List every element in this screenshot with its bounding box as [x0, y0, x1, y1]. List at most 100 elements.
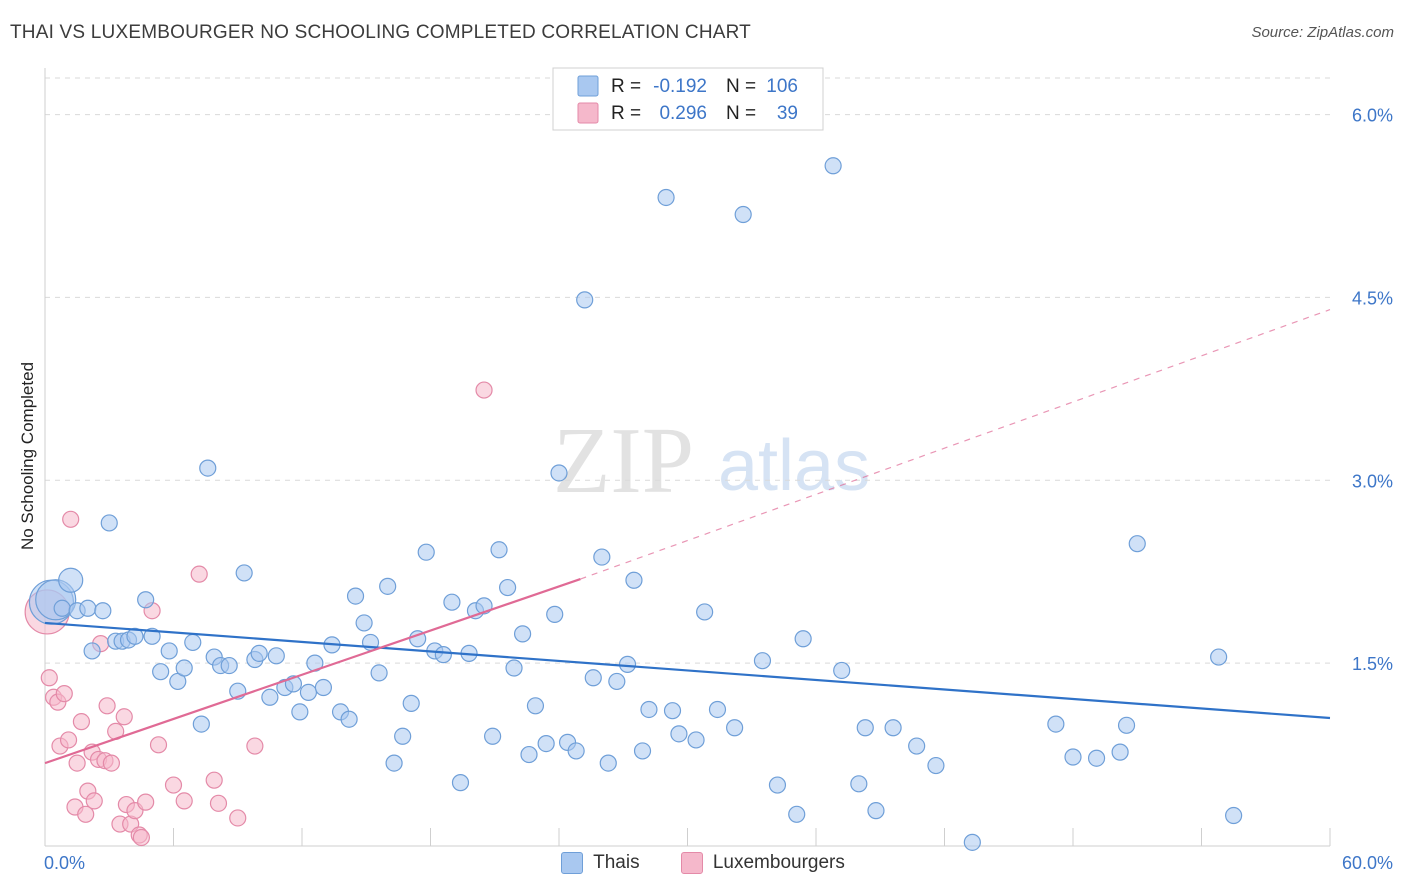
- thai-point-102: [1111, 743, 1129, 761]
- thai-point-41: [355, 614, 373, 632]
- thai-point-74: [618, 655, 637, 673]
- thai-point-24: [220, 656, 238, 675]
- thai-point-92: [850, 775, 868, 793]
- lux-point-7: [62, 510, 80, 528]
- thai-point-87: [768, 776, 787, 794]
- thai-point-79: [663, 702, 682, 720]
- thai-point-16: [160, 642, 178, 660]
- thai-point-99: [1047, 715, 1065, 733]
- legend-bottom: Thais Luxembourgers: [0, 852, 1406, 880]
- thai-point-28: [250, 644, 268, 662]
- thai-point-5: [79, 599, 97, 617]
- thai-point-34: [299, 683, 318, 702]
- thai-point-89: [794, 630, 812, 648]
- legend-thai-r-label: R =: [611, 76, 641, 97]
- x-tick-label-0: 0.0%: [44, 853, 85, 873]
- y-tick-label-2: 4.5%: [1352, 288, 1393, 308]
- thai-point-104: [1128, 535, 1146, 553]
- thai-point-103: [1117, 716, 1136, 734]
- thai-point-88: [788, 805, 806, 823]
- legend-lux-r-label: R =: [611, 103, 641, 124]
- thai-point-96: [908, 737, 926, 755]
- thai-point-68: [567, 742, 585, 760]
- thai-point-76: [633, 742, 652, 760]
- lux-point-14: [85, 792, 103, 810]
- lux-point-18: [98, 697, 116, 715]
- legend-lux-swatch: [577, 102, 599, 124]
- legend-label-luxembourgers: Luxembourgers: [712, 852, 845, 873]
- legend-label-thais: Thais: [593, 852, 640, 873]
- legend-swatch-thais: [561, 852, 584, 874]
- lux-trend-extension: [580, 309, 1331, 580]
- thai-trend-line: [44, 621, 1331, 720]
- thai-point-81: [687, 731, 705, 749]
- y-tick-label-3: 6.0%: [1352, 106, 1393, 126]
- lux-point-31: [164, 776, 183, 794]
- thai-point-98: [963, 833, 981, 851]
- watermark-zip: ZIP: [553, 409, 694, 513]
- thai-point-46: [394, 727, 412, 745]
- chart-title: THAI VS LUXEMBOURGER NO SCHOOLING COMPLE…: [10, 22, 751, 43]
- thai-point-43: [370, 664, 388, 682]
- thai-point-3: [58, 567, 84, 593]
- thai-point-57: [484, 727, 502, 745]
- legend-thai-swatch: [577, 75, 599, 97]
- thai-point-82: [696, 603, 714, 621]
- lux-point-5: [55, 685, 73, 703]
- lux-point-38: [475, 381, 493, 399]
- legend-thai-r-value: -0.192: [653, 76, 707, 97]
- thai-point-45: [385, 754, 403, 772]
- y-tick-label-0: 1.5%: [1352, 654, 1393, 674]
- thai-point-66: [550, 464, 568, 482]
- thai-point-73: [608, 672, 626, 691]
- legend-swatch-luxembourgers: [680, 852, 703, 874]
- thai-point-49: [417, 543, 435, 561]
- thai-point-100: [1064, 748, 1082, 766]
- legend-thai-n-value: 106: [766, 76, 798, 97]
- legend-lux-n-label: N =: [726, 103, 756, 124]
- tick-labels: 1.5% 3.0% 4.5% 6.0% 0.0% 60.0%: [44, 106, 1393, 873]
- thai-point-58: [490, 541, 508, 559]
- lux-point-35: [209, 794, 228, 812]
- thai-point-97: [927, 756, 945, 775]
- thai-point-12: [126, 627, 144, 645]
- thai-point-21: [199, 459, 217, 477]
- thai-point-85: [734, 205, 752, 224]
- thai-point-75: [625, 571, 643, 589]
- thai-point-13: [137, 591, 155, 609]
- thai-point-26: [235, 564, 253, 582]
- legend-lux-n-value: 39: [777, 103, 798, 124]
- lux-point-28: [137, 793, 155, 811]
- legend-top: R = -0.192 N = 106 R = 0.296 N = 39: [552, 67, 824, 131]
- thai-point-78: [657, 188, 675, 207]
- legend-lux-r-value: 0.296: [659, 103, 707, 124]
- lux-point-11: [77, 805, 95, 823]
- lux-point-22: [115, 708, 133, 726]
- lux-point-19: [102, 754, 120, 772]
- thai-point-30: [267, 647, 285, 665]
- thai-point-90: [824, 157, 842, 175]
- thai-point-101: [1087, 749, 1106, 767]
- thai-point-39: [340, 710, 358, 728]
- lux-point-10: [72, 713, 91, 731]
- thai-point-69: [576, 291, 594, 309]
- lux-point-37: [246, 737, 264, 755]
- lux-point-27: [132, 828, 150, 847]
- thai-point-83: [708, 700, 727, 719]
- y-tick-label-1: 3.0%: [1352, 471, 1393, 491]
- lux-point-33: [190, 565, 208, 583]
- thai-point-33: [291, 703, 309, 721]
- thai-point-53: [451, 774, 470, 792]
- thai-point-84: [726, 719, 744, 737]
- thai-point-14: [143, 627, 161, 645]
- lux-point-36: [229, 809, 247, 827]
- thai-point-94: [867, 802, 885, 820]
- thai-point-59: [499, 578, 517, 597]
- thai-point-91: [833, 661, 851, 680]
- legend-thai-n-label: N =: [726, 76, 756, 97]
- source-label: Source: ZipAtlas.com: [1251, 24, 1394, 41]
- thai-point-64: [537, 734, 555, 753]
- thai-point-8: [100, 514, 118, 532]
- thai-point-40: [346, 587, 365, 605]
